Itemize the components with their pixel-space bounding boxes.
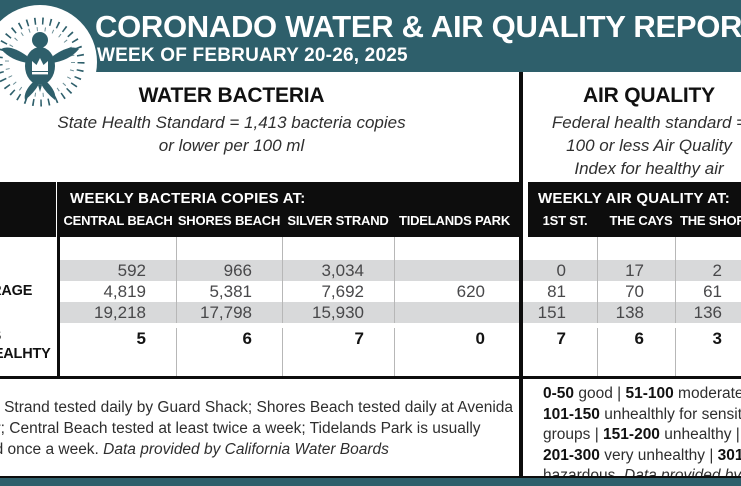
- air-footnote-line-3: groups | 151-200 unhealthy |: [543, 426, 740, 443]
- column-header-1st-st: 1ST ST.: [542, 213, 588, 228]
- water-data-source: Data provided by California Water Boards: [103, 441, 389, 458]
- column-header-the-shores: THE SHORES: [680, 213, 741, 228]
- coronado-logo: [0, 5, 97, 119]
- column-header-central-beach: CENTRAL BEACH: [63, 213, 173, 228]
- water-table-header-title: WEEKLY BACTERIA COPIES AT:: [70, 190, 306, 207]
- table-row: 7 6 3: [523, 323, 741, 376]
- row-label-average: AVERAGE: [0, 283, 33, 299]
- air-section-title: AIR QUALITY: [583, 84, 715, 107]
- air-table: WEEKLY AIR QUALITY AT: 1ST ST. THE CAYS …: [523, 182, 741, 379]
- air-intro: AIR QUALITY Federal health standard = 10…: [523, 84, 741, 180]
- bottom-teal-bar: [0, 478, 741, 486]
- row-label-header-cell: [0, 182, 56, 237]
- water-table: WEEKLY BACTERIA COPIES AT: CENTRAL BEACH…: [57, 182, 519, 379]
- air-table-header-title: WEEKLY AIR QUALITY AT:: [538, 190, 730, 207]
- page-title: CORONADO WATER & AIR QUALITY REPORT: [95, 9, 741, 44]
- water-footnote-line-3: tested once a week. Data provided by Cal…: [0, 441, 389, 458]
- air-standard-line-3: Index for healthy air: [574, 159, 724, 178]
- water-table-header: WEEKLY BACTERIA COPIES AT: CENTRAL BEACH…: [60, 182, 519, 237]
- air-footnote-line-1: 0-50 good | 51-100 moderate: [543, 385, 741, 402]
- air-standard-line-1: Federal health standard =: [551, 113, 741, 132]
- turtle-crown-icon: [0, 17, 85, 107]
- water-footnote: Silver Strand tested daily by Guard Shac…: [0, 397, 513, 460]
- water-column-headers: CENTRAL BEACH SHORES BEACH SILVER STRAND…: [60, 213, 519, 228]
- column-header-the-cays: THE CAYS: [609, 213, 673, 228]
- table-footer-divider: [0, 376, 741, 379]
- row-label-days-unhealthy: DAYS UNHEALHTY: [0, 328, 51, 362]
- table-row: 592 966 3,034: [60, 260, 519, 281]
- table-row: 0 17 2: [523, 260, 741, 281]
- section-divider: [519, 72, 523, 478]
- water-intro: WATER BACTERIA State Health Standard = 1…: [0, 84, 520, 157]
- air-table-header: WEEKLY AIR QUALITY AT: 1ST ST. THE CAYS …: [528, 182, 741, 237]
- column-header-shores-beach: SHORES BEACH: [177, 213, 281, 228]
- header-band: [0, 0, 741, 72]
- page-subtitle: WEEK OF FEBRUARY 20-26, 2025: [97, 45, 408, 66]
- air-column-headers: 1ST ST. THE CAYS THE SHORES: [528, 213, 741, 228]
- air-table-body: 0 17 2 81 70 61 151 138 136 7 6 3: [523, 237, 741, 376]
- water-footnote-line-2: Lunar; Central Beach tested at least twi…: [0, 420, 481, 437]
- water-table-body: 592 966 3,034 4,819 5,381 7,692 620 19,2…: [60, 237, 519, 376]
- column-header-tidelands-park: TIDELANDS PARK: [398, 213, 511, 228]
- table-row: 19,218 17,798 15,930: [60, 302, 519, 323]
- air-standard-line-2: 100 or less Air Quality: [566, 136, 732, 155]
- water-standard-line-2: or lower per 100 ml: [158, 136, 305, 155]
- water-section-title: WATER BACTERIA: [138, 84, 325, 107]
- table-row: 81 70 61: [523, 281, 741, 302]
- table-row: [60, 237, 519, 260]
- air-footnote-line-4: 201-300 very unhealthy | 301+: [543, 446, 741, 464]
- air-footnote-line-2: 101-150 unhealthly for sensitive: [543, 405, 741, 423]
- table-row: [523, 237, 741, 260]
- water-footnote-line-1: Silver Strand tested daily by Guard Shac…: [0, 399, 514, 416]
- table-row: 4,819 5,381 7,692 620: [60, 281, 519, 302]
- table-row: 151 138 136: [523, 302, 741, 323]
- water-standard-line-1: State Health Standard = 1,413 bacteria c…: [57, 113, 406, 132]
- table-row: 5 6 7 0: [60, 323, 519, 376]
- column-header-silver-strand: SILVER STRAND: [287, 213, 389, 228]
- air-footnote: 0-50 good | 51-100 moderate 101-150 unhe…: [543, 384, 741, 486]
- footer-bottom-border: [0, 476, 741, 478]
